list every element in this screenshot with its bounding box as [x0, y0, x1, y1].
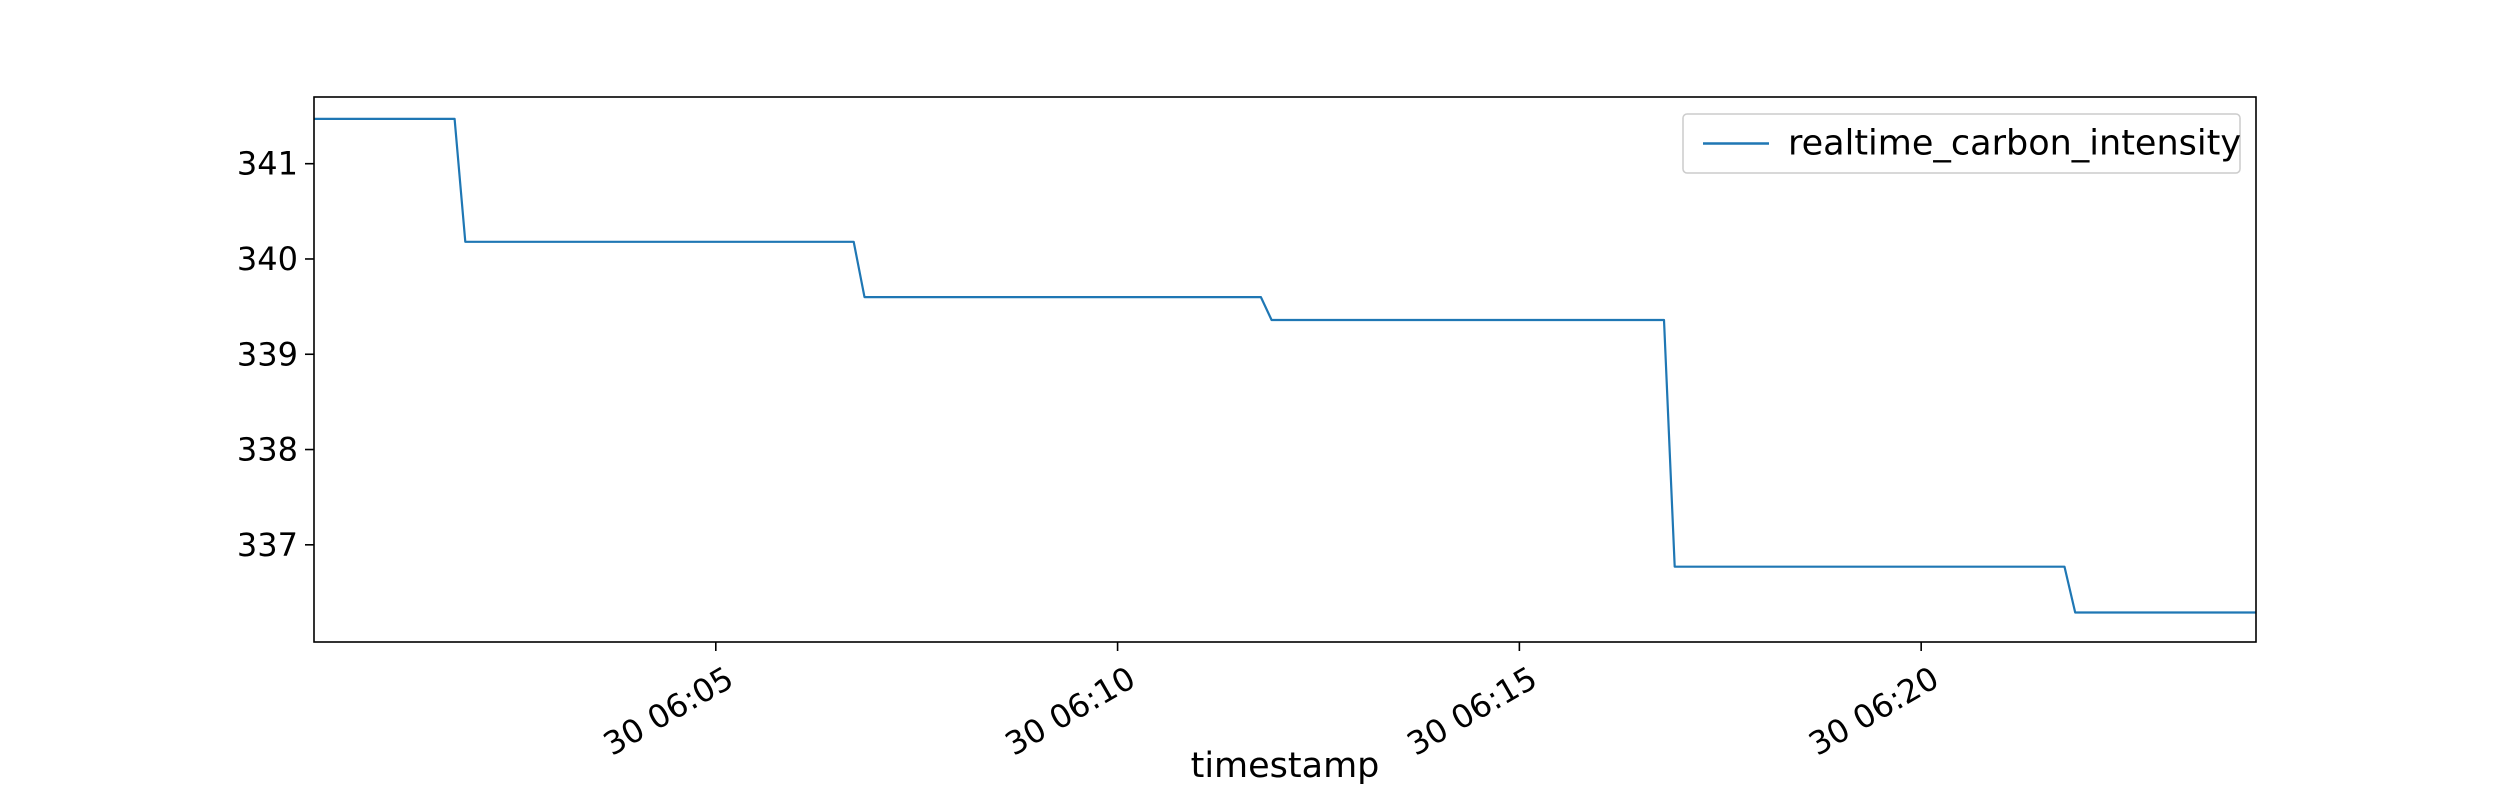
legend: realtime_carbon_intensity — [1682, 113, 2241, 174]
legend-box — [1682, 113, 2241, 174]
x-axis-title: timestamp — [1191, 746, 1380, 786]
y-tick-label: 340 — [237, 240, 298, 278]
y-axis: 337 338 339 340 341 — [237, 145, 314, 564]
plot-area — [314, 117, 2256, 614]
y-tick-label: 339 — [237, 335, 298, 373]
legend-label: realtime_carbon_intensity — [1788, 124, 2241, 164]
y-tick-label: 338 — [237, 431, 298, 469]
series-line-0 — [314, 117, 2256, 614]
y-tick-label: 341 — [237, 145, 298, 183]
axes-frame — [313, 96, 2257, 643]
y-tick-label: 337 — [237, 526, 298, 564]
